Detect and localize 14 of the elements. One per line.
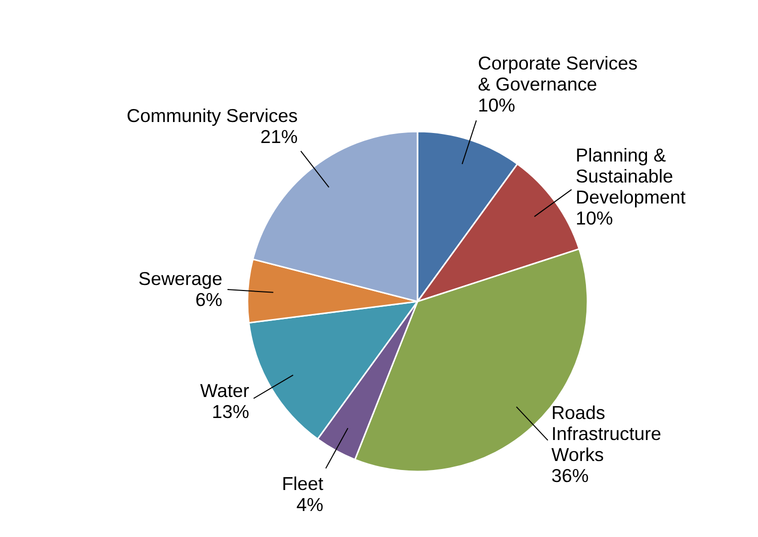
slice-label: Fleet: [282, 472, 324, 494]
data-label: 36%: [551, 465, 589, 486]
data-label: 13%: [212, 401, 250, 422]
data-label: 4%: [296, 494, 324, 515]
slice-label: Sewerage: [138, 268, 222, 290]
data-label: 10%: [478, 94, 516, 116]
data-label: 21%: [260, 126, 298, 148]
slice-label: Corporate Services & Governance: [478, 52, 638, 95]
data-label: 6%: [195, 289, 222, 310]
data-label: 10%: [576, 208, 614, 229]
slice-label: Planning & Sustainable Development: [576, 144, 686, 208]
slice-label: Community Services: [126, 105, 298, 126]
slice-label: Water: [200, 380, 250, 402]
slice-label: Roads Infrastructure Works: [551, 402, 662, 466]
